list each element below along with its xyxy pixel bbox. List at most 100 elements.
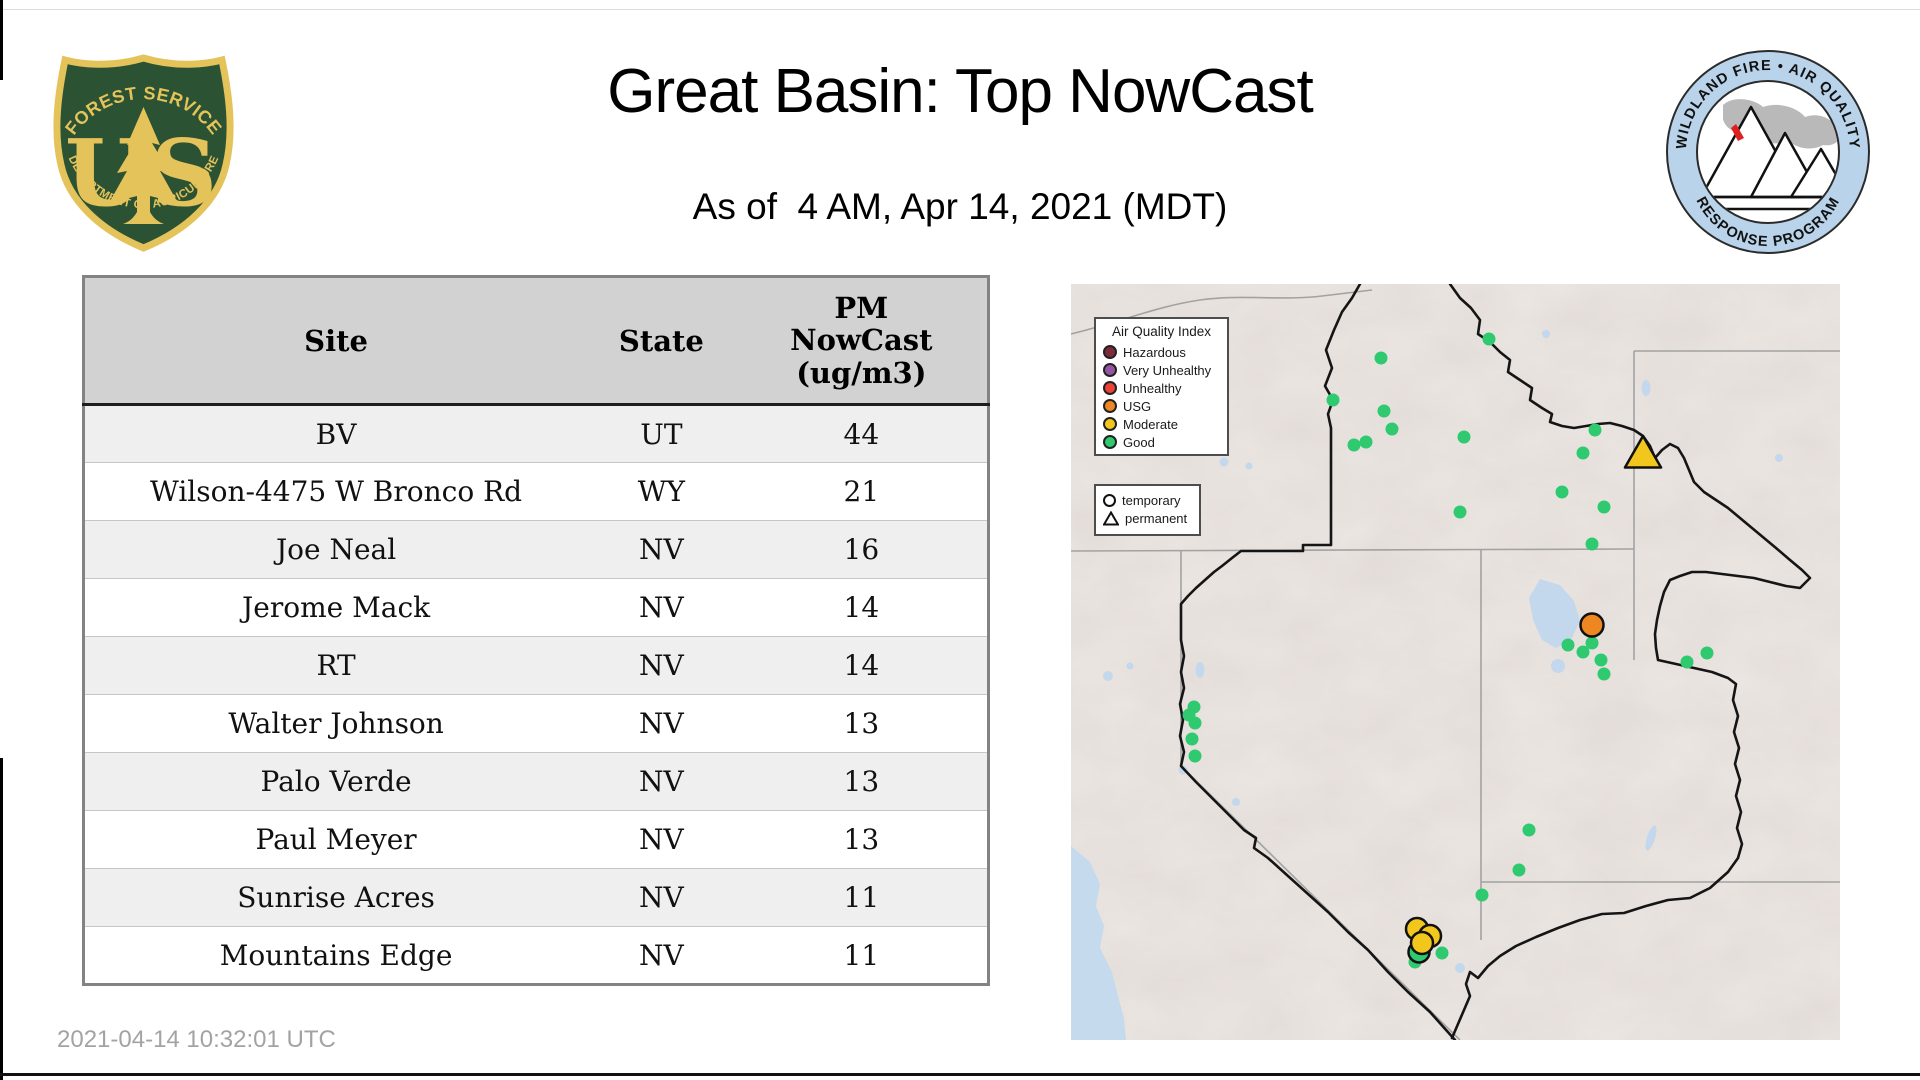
pm-cell: 14: [843, 591, 880, 624]
map-marker-good: [1555, 485, 1569, 499]
map-marker-good: [1585, 636, 1599, 650]
usfs-tree-icon: [109, 107, 178, 224]
map-marker-good: [1597, 500, 1611, 514]
site-cell: RT: [316, 649, 356, 682]
col-header-site: Site: [83, 276, 588, 406]
state-cell: UT: [640, 417, 683, 451]
map-marker-good: [1377, 404, 1391, 418]
good-dot-icon: [1103, 435, 1117, 449]
legend-item-hazardous: Hazardous: [1103, 343, 1220, 361]
monitor-markers: [1182, 332, 1714, 969]
col-header-pm: PM NowCast (ug/m3): [735, 276, 989, 406]
site-cell: Jerome Mack: [242, 591, 431, 624]
map-marker-moderate_tri: [1623, 434, 1663, 469]
site-cell: Paul Meyer: [255, 823, 417, 856]
great-basin-boundary: [1178, 284, 1812, 1040]
site-cell: Sunrise Acres: [237, 881, 435, 914]
map-marker-good: [1482, 332, 1496, 346]
map-marker-good: [1585, 537, 1599, 551]
table-row: Mountains Edge NV 11: [83, 926, 989, 985]
map-marker-good: [1185, 732, 1199, 746]
state-cell: NV: [639, 881, 684, 914]
map-marker-good: [1576, 446, 1590, 460]
legend-item-very-unhealthy: Very Unhealthy: [1103, 361, 1220, 379]
map-marker-good: [1594, 653, 1608, 667]
map-marker-good: [1188, 716, 1202, 730]
site-cell: Walter Johnson: [228, 707, 444, 740]
wfaqrp-flame-icon: [1731, 124, 1744, 141]
legend-item-good: Good: [1103, 433, 1220, 451]
page-subtitle: As of 4 AM, Apr 14, 2021 (MDT): [692, 186, 1228, 227]
great-basin-map: Air Quality Index Hazardous Very Unhealt…: [1071, 284, 1840, 1040]
top-edge-line: [0, 9, 1920, 10]
map-marker-good: [1512, 863, 1526, 877]
map-marker-good: [1597, 667, 1611, 681]
aqi-legend-title: Air Quality Index: [1111, 324, 1212, 339]
nowcast-table: Site State PM NowCast (ug/m3) BV UT 44 Wil…: [82, 275, 990, 986]
temporary-circle-icon: [1103, 493, 1116, 507]
ocean: [1071, 846, 1126, 1040]
map-marker-good: [1475, 888, 1489, 902]
unhealthy-dot-icon: [1103, 381, 1117, 395]
state-cell: NV: [639, 707, 684, 740]
legend-label: Good: [1123, 434, 1155, 450]
legend-label: temporary: [1122, 492, 1181, 508]
wfaqrp-mountains-icon: [1698, 99, 1838, 211]
usg-dot-icon: [1103, 399, 1117, 413]
pm-cell: 13: [843, 707, 880, 740]
state-cell: NV: [639, 938, 684, 972]
bottom-edge-line: [0, 1073, 1920, 1076]
map-marker-good: [1588, 423, 1602, 437]
table-row: Wilson-4475 W Bronco Rd WY 21: [83, 462, 989, 521]
table-header-row: Site State PM NowCast (ug/m3): [83, 276, 989, 406]
moderate-dot-icon: [1103, 417, 1117, 431]
legend-label: permanent: [1125, 510, 1188, 526]
generated-timestamp: 2021-04-14 10:32:01 UTC: [57, 1026, 336, 1053]
left-edge-line-bottom: [0, 758, 3, 1080]
map-marker-good: [1188, 749, 1202, 763]
table-row: RT NV 14: [83, 636, 989, 695]
pm-cell: 14: [843, 649, 880, 682]
legend-label: USG: [1123, 398, 1152, 414]
state-cell: NV: [639, 591, 684, 624]
map-marker-good: [1435, 946, 1449, 960]
symbol-legend: temporary permanent: [1094, 484, 1201, 536]
permanent-triangle-icon: [1103, 510, 1119, 525]
legend-item-temporary: temporary: [1103, 491, 1192, 509]
map-marker-good: [1576, 645, 1590, 659]
state-cell: WY: [637, 475, 686, 508]
wfaqrp-logo: WILDLAND FIRE • AIR QUALITY RESPONSE PRO…: [1666, 50, 1870, 254]
map-marker-moderate: [1409, 930, 1435, 956]
table-row: Palo Verde NV 13: [83, 752, 989, 811]
legend-label: Moderate: [1123, 416, 1178, 432]
legend-item-permanent: permanent: [1103, 509, 1192, 527]
page-title: Great Basin: Top NowCast: [607, 57, 1313, 126]
table-row: Walter Johnson NV 13: [83, 694, 989, 753]
site-cell: Joe Neal: [275, 533, 397, 566]
table-row: Joe Neal NV 16: [83, 520, 989, 579]
state-cell: NV: [639, 533, 684, 566]
pm-cell: 13: [843, 823, 880, 856]
pm-cell: 21: [843, 475, 880, 508]
map-marker-good: [1374, 351, 1388, 365]
pm-cell: 44: [843, 417, 880, 451]
hazardous-dot-icon: [1103, 345, 1117, 359]
map-marker-good: [1347, 438, 1361, 452]
map-marker-usg: [1579, 612, 1605, 638]
lakes: [1103, 330, 1783, 973]
state-cell: NV: [639, 823, 684, 856]
pm-cell: 13: [843, 765, 880, 798]
legend-label: Hazardous: [1123, 344, 1186, 360]
site-cell: BV: [315, 417, 357, 451]
legend-label: Very Unhealthy: [1123, 362, 1212, 378]
pm-cell: 16: [843, 533, 880, 566]
map-marker-good: [1453, 505, 1467, 519]
map-marker-good: [1680, 655, 1694, 669]
map-marker-good: [1457, 430, 1471, 444]
table-row: BV UT 44: [83, 404, 989, 463]
legend-item-moderate: Moderate: [1103, 415, 1220, 433]
map-marker-good: [1522, 823, 1536, 837]
state-cell: NV: [639, 649, 684, 682]
aqi-legend: Air Quality Index Hazardous Very Unhealt…: [1094, 317, 1229, 456]
site-cell: Mountains Edge: [219, 938, 453, 972]
